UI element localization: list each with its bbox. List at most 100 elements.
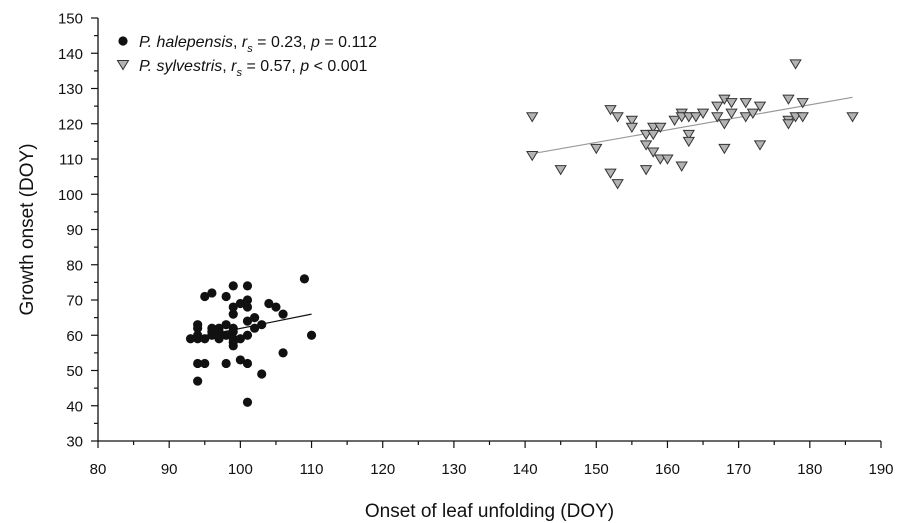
x-tick-label: 170 — [726, 461, 751, 478]
data-point-circle — [221, 320, 231, 330]
data-point-triangle — [604, 168, 617, 179]
y-tick-label: 90 — [66, 222, 83, 239]
data-point-circle — [242, 330, 253, 340]
data-point-triangle — [526, 112, 539, 123]
data-point-circle — [235, 334, 245, 344]
data-point-triangle — [554, 165, 567, 176]
legend-item-sylvestris: P. sylvestris, rs = 0.57, p < 0.001 — [116, 58, 368, 79]
x-tick-label: 150 — [584, 461, 609, 478]
data-point-triangle — [739, 98, 752, 109]
data-point-circle — [193, 376, 203, 386]
data-point-circle — [193, 334, 203, 344]
data-point-triangle — [661, 154, 674, 165]
axes — [97, 18, 881, 442]
data-point-triangle — [739, 112, 752, 123]
data-point-circle — [242, 295, 253, 305]
y-tick-label: 130 — [58, 81, 83, 98]
data-point-triangle — [711, 101, 724, 112]
data-point-triangle — [746, 108, 760, 119]
trend-line-series-1 — [532, 96, 853, 155]
data-point-circle — [306, 330, 317, 340]
data-point-triangle — [782, 119, 795, 130]
data-point-triangle — [625, 115, 639, 126]
y-tick-label: 40 — [66, 398, 83, 415]
data-point-circle — [271, 302, 281, 312]
x-tick-label: 160 — [655, 461, 680, 478]
x-tick-label: 90 — [161, 461, 178, 478]
data-point-triangle — [668, 115, 681, 126]
legend-species: P. sylvestris — [139, 58, 222, 75]
data-point-circle — [185, 334, 196, 344]
x-tick-label: 130 — [441, 461, 466, 478]
data-point-circle — [214, 327, 224, 337]
y-ticks: 30 40 50 60 70 80 90 100 110 120 130 140 150 — [58, 11, 98, 451]
data-point-triangle — [753, 101, 767, 112]
data-point-triangle — [590, 143, 603, 155]
data-point-triangle — [625, 122, 639, 134]
data-point-circle — [214, 334, 224, 344]
data-point-circle — [193, 358, 203, 369]
data-point-circle — [221, 291, 231, 302]
y-tick-label: 120 — [58, 116, 83, 133]
data-point-triangle — [689, 112, 703, 123]
data-point-circle — [228, 302, 238, 312]
data-point-circle — [299, 274, 310, 284]
data-point-triangle — [796, 112, 809, 123]
data-point-triangle — [682, 129, 695, 141]
data-point-circle — [228, 309, 238, 319]
data-point-triangle — [725, 98, 738, 109]
data-point-circle — [200, 334, 210, 344]
x-tick-label: 120 — [370, 461, 395, 478]
legend-label-sylvestris: P. sylvestris, rs = 0.57, p < 0.001 — [139, 58, 368, 79]
y-tick-label: 140 — [58, 46, 83, 63]
data-point-triangle — [647, 129, 660, 141]
data-point-circle — [235, 355, 245, 365]
y-tick-label: 150 — [58, 11, 83, 28]
data-point-circle — [250, 323, 260, 333]
data-point-circle — [264, 298, 274, 309]
legend-marker-triangle — [116, 60, 130, 71]
y-tick-label: 100 — [58, 187, 83, 204]
data-point-circle — [278, 348, 288, 358]
data-point-circle — [242, 358, 253, 369]
legend-label-halepensis: P. halepensis, rs = 0.23, p = 0.112 — [139, 34, 377, 55]
data-point-triangle — [696, 108, 710, 119]
legend-species: P. halepensis — [139, 34, 233, 51]
x-tick-label: 140 — [513, 461, 538, 478]
data-point-circle — [242, 316, 253, 326]
legend-marker-circle — [118, 36, 128, 46]
data-point-circle — [257, 369, 267, 379]
data-point-circle — [250, 313, 260, 323]
data-point-circle — [193, 323, 203, 333]
x-tick-label: 110 — [300, 461, 324, 478]
data-point-triangle — [782, 94, 795, 105]
data-point-triangle — [654, 122, 667, 134]
data-point-triangle — [647, 147, 660, 158]
data-point-circle — [221, 330, 231, 340]
x-tick-label: 180 — [797, 461, 822, 478]
data-point-triangle — [639, 140, 653, 151]
data-point-triangle — [675, 161, 688, 172]
data-point-triangle — [789, 59, 802, 70]
x-tick-label: 80 — [90, 461, 107, 478]
data-point-circle — [228, 281, 238, 291]
data-point-triangle — [682, 136, 695, 148]
y-tick-label: 30 — [66, 434, 83, 451]
y-tick-label: 70 — [66, 293, 83, 310]
x-tick-label: 100 — [228, 461, 253, 478]
trend-lines — [197, 96, 853, 338]
x-tick-label: 190 — [868, 461, 893, 478]
data-point-triangle — [796, 98, 809, 109]
y-axis-title: Growth onset (DOY) — [17, 143, 38, 315]
x-ticks: 80 90 100 110 120 130 140 150 160 170 180 190 — [90, 441, 894, 478]
data-point-triangle — [639, 165, 653, 176]
data-point-circle — [200, 291, 210, 302]
data-point-circle — [221, 358, 231, 369]
data-point-circle — [207, 330, 217, 340]
y-tick-label: 110 — [59, 152, 83, 169]
y-tick-label: 50 — [66, 363, 83, 380]
data-point-triangle — [611, 112, 624, 123]
data-point-triangle — [611, 179, 624, 190]
data-point-circle — [242, 281, 253, 291]
data-point-circle — [242, 397, 253, 407]
